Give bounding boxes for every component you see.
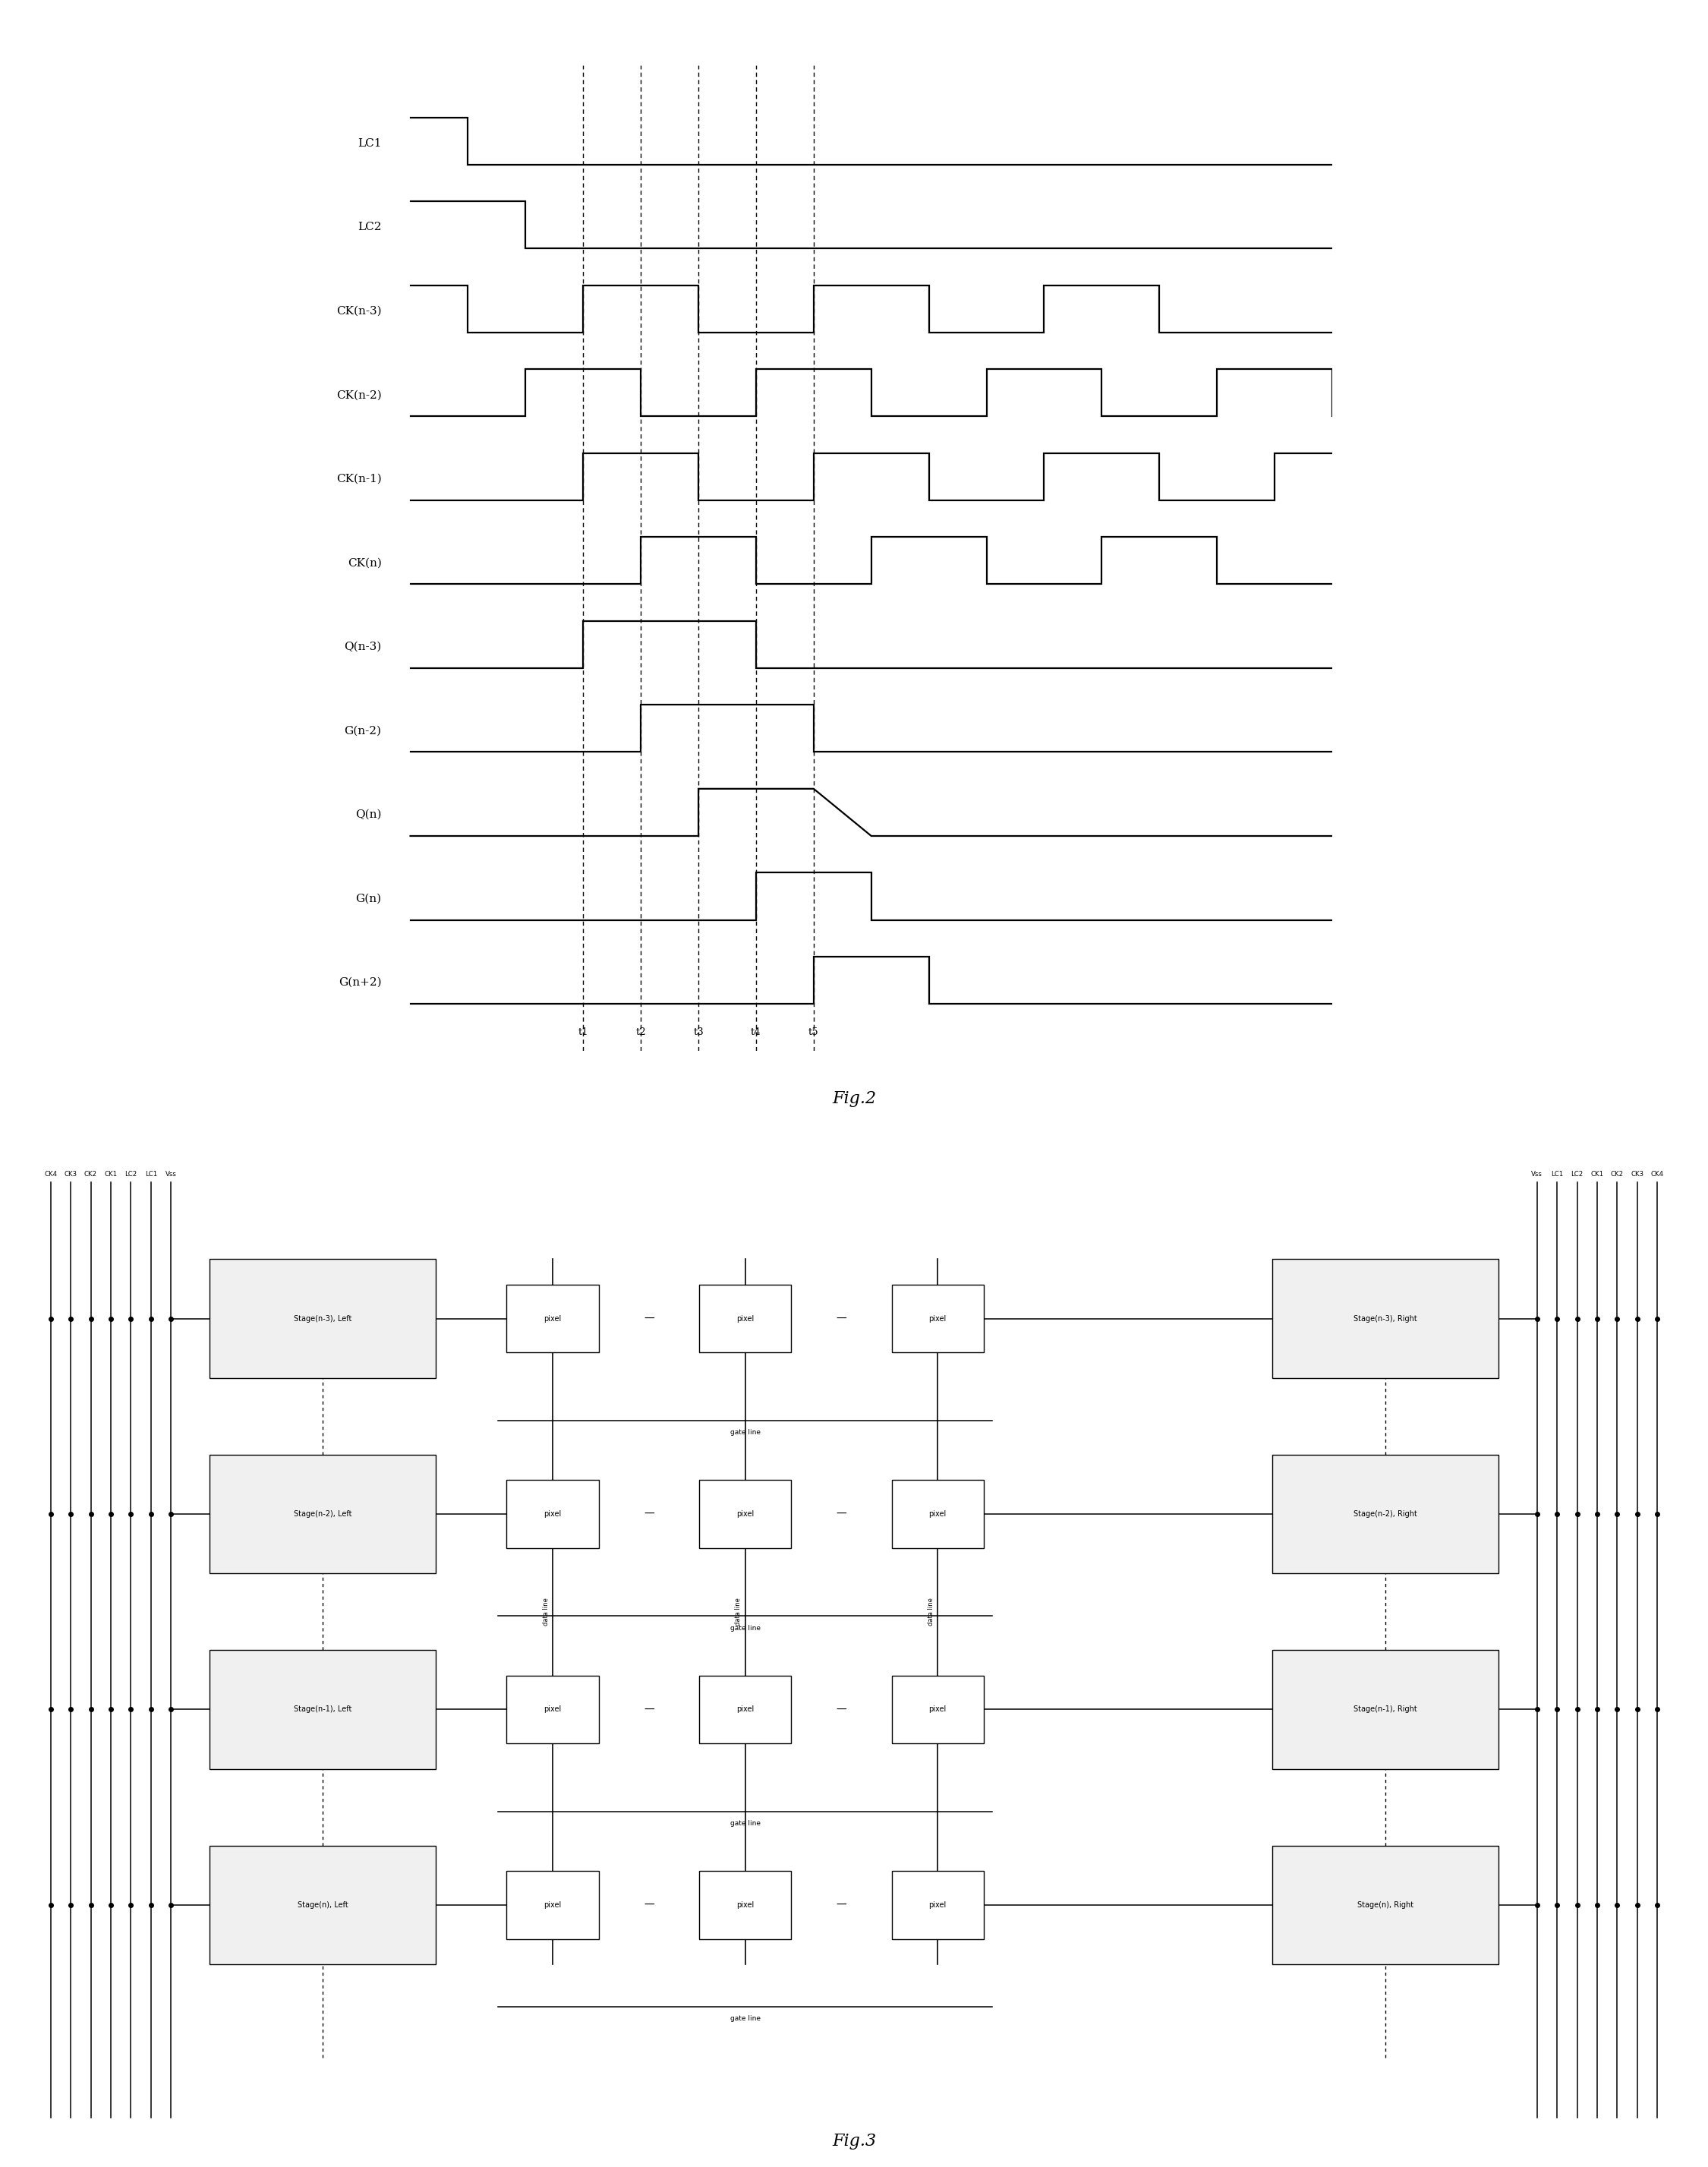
Bar <box>210 1649 436 1768</box>
Text: LC1: LC1 <box>1551 1170 1563 1177</box>
Text: —: — <box>644 1900 654 1911</box>
Text: —: — <box>837 1313 847 1324</box>
Text: pixel: pixel <box>543 1510 562 1517</box>
Text: CK2: CK2 <box>1611 1170 1624 1177</box>
Text: G(n+2): G(n+2) <box>338 977 381 988</box>
Bar <box>699 1480 791 1547</box>
Text: data line: data line <box>734 1597 741 1625</box>
Text: pixel: pixel <box>929 1900 946 1909</box>
Bar <box>892 1675 984 1744</box>
Text: gate line: gate line <box>729 1625 760 1632</box>
Bar <box>892 1285 984 1352</box>
Text: pixel: pixel <box>736 1900 753 1909</box>
Text: CK(n-1): CK(n-1) <box>336 475 381 485</box>
Text: CK(n): CK(n) <box>347 557 381 568</box>
Text: Q(n-3): Q(n-3) <box>343 641 381 652</box>
Bar <box>210 1259 436 1378</box>
Text: Stage(n-1), Left: Stage(n-1), Left <box>294 1705 352 1714</box>
Bar <box>507 1870 600 1939</box>
Bar <box>210 1454 436 1573</box>
Text: LC2: LC2 <box>125 1170 137 1177</box>
Bar <box>507 1480 600 1547</box>
Text: Fig.2: Fig.2 <box>832 1090 876 1107</box>
Text: Fig.3: Fig.3 <box>832 2132 876 2150</box>
Text: G(n): G(n) <box>355 893 381 904</box>
Text: CK1: CK1 <box>1590 1170 1604 1177</box>
Bar <box>1272 1649 1498 1768</box>
Text: pixel: pixel <box>736 1510 753 1517</box>
Text: Stage(n), Left: Stage(n), Left <box>297 1900 348 1909</box>
Text: t1: t1 <box>577 1027 588 1038</box>
Text: gate line: gate line <box>729 1820 760 1827</box>
Text: pixel: pixel <box>929 1705 946 1714</box>
Bar <box>892 1480 984 1547</box>
Bar <box>892 1870 984 1939</box>
Bar <box>699 1675 791 1744</box>
Text: CK3: CK3 <box>65 1170 77 1177</box>
Text: —: — <box>644 1508 654 1519</box>
Text: t4: t4 <box>752 1027 762 1038</box>
Text: G(n-2): G(n-2) <box>345 726 381 737</box>
Text: pixel: pixel <box>543 1315 562 1322</box>
Text: pixel: pixel <box>543 1705 562 1714</box>
Bar <box>699 1285 791 1352</box>
Text: LC1: LC1 <box>357 139 381 150</box>
Text: Stage(n-3), Right: Stage(n-3), Right <box>1354 1315 1418 1322</box>
Bar <box>210 1846 436 1965</box>
Text: pixel: pixel <box>929 1315 946 1322</box>
Text: t3: t3 <box>693 1027 704 1038</box>
Text: pixel: pixel <box>543 1900 562 1909</box>
Text: CK4: CK4 <box>44 1170 56 1177</box>
Text: —: — <box>644 1313 654 1324</box>
Text: Stage(n-1), Right: Stage(n-1), Right <box>1354 1705 1418 1714</box>
Text: t5: t5 <box>808 1027 818 1038</box>
Text: pixel: pixel <box>736 1315 753 1322</box>
Text: Vss: Vss <box>1532 1170 1542 1177</box>
Text: Stage(n-3), Left: Stage(n-3), Left <box>294 1315 352 1322</box>
Bar <box>507 1675 600 1744</box>
Text: CK1: CK1 <box>104 1170 118 1177</box>
Text: —: — <box>837 1900 847 1911</box>
Text: data line: data line <box>927 1597 934 1625</box>
Text: t2: t2 <box>635 1027 646 1038</box>
Text: LC1: LC1 <box>145 1170 157 1177</box>
Text: gate line: gate line <box>729 2015 760 2022</box>
Text: CK3: CK3 <box>1631 1170 1643 1177</box>
Bar <box>1272 1259 1498 1378</box>
Text: gate line: gate line <box>729 1428 760 1437</box>
Text: CK4: CK4 <box>1652 1170 1664 1177</box>
Text: —: — <box>644 1703 654 1714</box>
Text: —: — <box>837 1508 847 1519</box>
Bar <box>507 1285 600 1352</box>
Text: Q(n): Q(n) <box>355 810 381 819</box>
Text: —: — <box>837 1703 847 1714</box>
Text: data line: data line <box>543 1597 550 1625</box>
Bar <box>1272 1454 1498 1573</box>
Text: Vss: Vss <box>166 1170 176 1177</box>
Bar <box>1272 1846 1498 1965</box>
Text: Stage(n-2), Right: Stage(n-2), Right <box>1354 1510 1418 1517</box>
Text: LC2: LC2 <box>1571 1170 1583 1177</box>
Bar <box>699 1870 791 1939</box>
Text: LC2: LC2 <box>357 221 381 232</box>
Text: CK(n-3): CK(n-3) <box>336 306 381 316</box>
Text: Stage(n), Right: Stage(n), Right <box>1358 1900 1414 1909</box>
Text: pixel: pixel <box>736 1705 753 1714</box>
Text: CK2: CK2 <box>84 1170 97 1177</box>
Text: CK(n-2): CK(n-2) <box>336 390 381 401</box>
Text: pixel: pixel <box>929 1510 946 1517</box>
Text: Stage(n-2), Left: Stage(n-2), Left <box>294 1510 352 1517</box>
